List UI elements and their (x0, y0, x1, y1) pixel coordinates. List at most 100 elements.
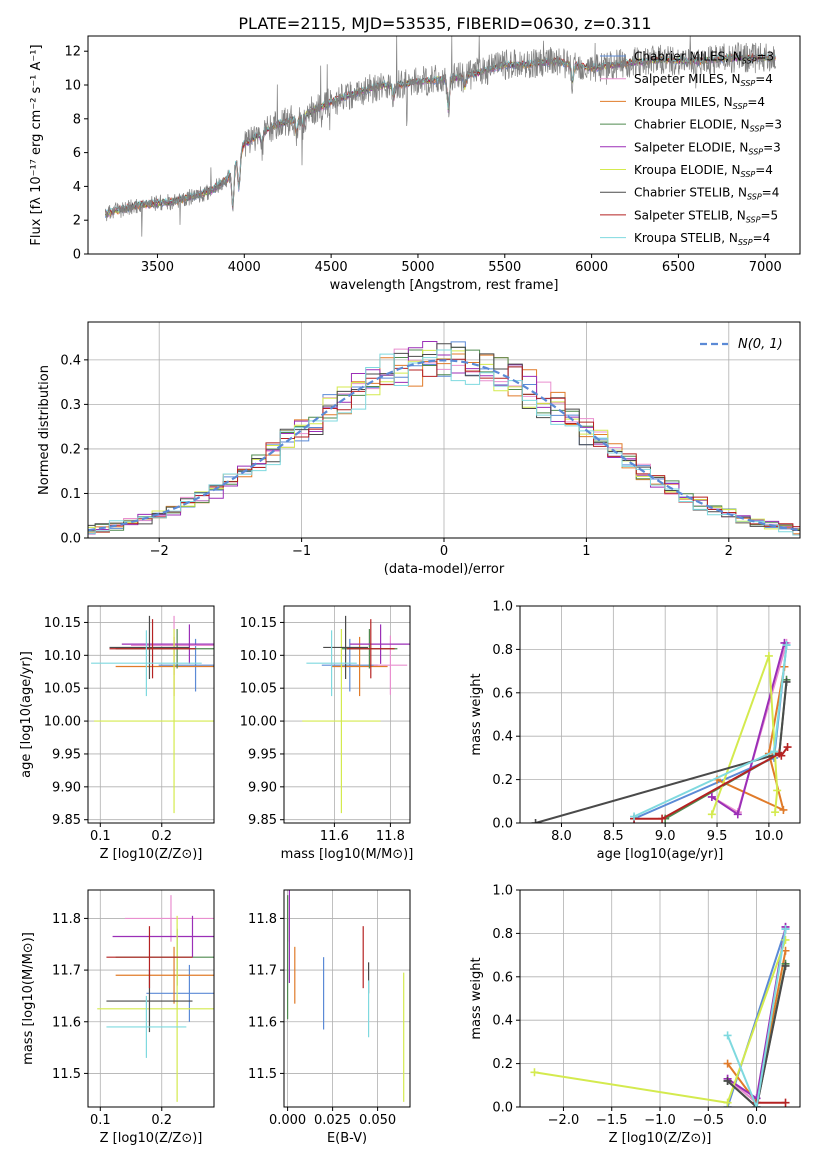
axes-frame (283, 605, 411, 824)
weight-marker-salpeter-stelib (658, 814, 667, 823)
mass-vs-metallicity-panel: 0.1 0.2 11.5 11.6 11.7 11.8 Z [log10(Z/Z⊙)] mas… (21, 889, 215, 1146)
legend-subscript: SSP (748, 147, 763, 156)
y-tick-label: 0.0 (492, 1101, 513, 1116)
age-vs-mass-panel: 11.6 11.8 9.85 9.90 9.95 10.00 10.05 10.10 10.15… (240, 605, 413, 862)
x-tick-label: −1 (292, 544, 311, 559)
x-tick-label: 11.6 (320, 829, 349, 844)
y-tick-label: 0.2 (492, 773, 513, 788)
y-axis-label: Flux [fλ 10⁻¹⁷ erg cm⁻² s⁻¹ A⁻¹] (29, 44, 44, 245)
plot-area (531, 638, 792, 823)
weight-marker-kroupa-stelib (770, 747, 779, 756)
legend-count: =3 (764, 118, 782, 132)
weight-marker-kroupa-elodie (773, 786, 782, 795)
legend-subscript: SSP (742, 57, 757, 66)
weight-marker-kroupa-stelib (781, 925, 790, 934)
y-tick-label: 0.4 (492, 730, 513, 745)
y-tick-label: 4 (73, 180, 81, 195)
y-tick-label: 10.15 (240, 616, 277, 631)
x-tick-label: −2.0 (548, 1113, 580, 1128)
weight-marker-kroupa-stelib (723, 1031, 732, 1040)
legend-text: Salpeter MILES, N (634, 72, 741, 86)
legend-text: Salpeter ELODIE, N (634, 140, 748, 154)
legend-label-chabrier-elodie: Chabrier ELODIE, NSSP=3 (634, 118, 782, 134)
weight-marker-salpeter-stelib (781, 1098, 790, 1107)
weight-marker-chabrier-stelib (782, 677, 791, 686)
legend-count: =3 (763, 140, 781, 154)
weight-marker-chabrier-stelib (781, 961, 790, 970)
x-tick-label: 5000 (401, 260, 434, 275)
plot-area (91, 615, 214, 814)
y-tick-label: 10.10 (240, 649, 277, 664)
x-tick-label: 11.8 (376, 829, 405, 844)
legend-label-normal: N(0, 1) (738, 337, 783, 352)
weight-marker-kroupa-stelib (782, 641, 791, 650)
y-tick-label: 9.95 (52, 747, 81, 762)
legend-label-kroupa-elodie: Kroupa ELODIE, NSSP=4 (634, 163, 773, 179)
y-axis-label: Normed distribution (37, 365, 52, 495)
x-tick-label: 0.0 (746, 1113, 767, 1128)
weight-marker-kroupa-elodie (707, 810, 716, 819)
y-tick-label: 0.6 (492, 686, 513, 701)
axes-frame (87, 605, 215, 824)
legend-text: Chabrier ELODIE, N (634, 118, 750, 132)
x-tick-label: 0.000 (269, 1113, 306, 1128)
x-tick-label: 0.1 (90, 1113, 111, 1128)
y-tick-label: 11.7 (248, 964, 277, 979)
y-tick-label: 10.05 (44, 682, 81, 697)
x-axis-label: Z [log10(Z/Z⊙)] (100, 1131, 203, 1146)
weight-marker-kroupa-elodie (771, 808, 780, 817)
y-tick-label: 10 (64, 79, 81, 94)
y-tick-label: 6 (73, 146, 81, 161)
plot-area (302, 615, 410, 814)
x-tick-label: 1 (582, 544, 590, 559)
weight-marker-kroupa-stelib (752, 1103, 761, 1107)
x-tick-label: 9.5 (707, 829, 728, 844)
weight-line-kroupa-stelib (726, 928, 787, 1107)
y-tick-label: 10.00 (240, 715, 277, 730)
legend-subscript: SSP (738, 238, 753, 247)
legend-label-chabrier-stelib: Chabrier STELIB, NSSP=4 (634, 186, 779, 202)
x-tick-label: 8.0 (551, 829, 572, 844)
weight-line-kroupa-elodie (710, 655, 779, 815)
legend-subscript: SSP (747, 193, 762, 202)
y-tick-label: 10.05 (240, 682, 277, 697)
legend-count: =4 (747, 95, 765, 109)
normal-curve (88, 359, 800, 532)
weight-marker-salpeter-stelib (777, 751, 786, 760)
x-tick-label: −0.5 (692, 1113, 724, 1128)
weight-marker-kroupa-elodie (764, 651, 773, 660)
plot-area (530, 922, 790, 1107)
legend-text: Chabrier MILES, N (634, 50, 742, 64)
legend-subscript: SSP (733, 102, 748, 111)
weight-vs-metallicity-panel: −2.0 −1.5 −1.0 −0.5 0.0 0.0 0.2 0.4 0.6 0.8 1.0 Z [… (469, 884, 801, 1146)
weight-marker-salpeter-stelib (783, 743, 792, 752)
axes-frame (519, 605, 801, 824)
axes-frame (283, 889, 411, 1108)
x-tick-label: −1.0 (644, 1113, 676, 1128)
x-tick-label: 7000 (749, 260, 782, 275)
plot-area (88, 341, 800, 536)
legend-text: Chabrier STELIB, N (634, 186, 747, 200)
x-tick-label: 3500 (141, 260, 174, 275)
x-tick-label: −1.5 (596, 1113, 628, 1128)
legend-text: Salpeter STELIB, N (634, 208, 746, 222)
y-tick-label: 9.85 (52, 813, 81, 828)
weight-marker-salpeter-elodie (733, 810, 742, 819)
legend-subscript: SSP (750, 125, 765, 134)
x-tick-label: 8.5 (603, 829, 624, 844)
weight-marker-chabrier-stelib (723, 1076, 732, 1085)
x-tick-label: 0 (440, 544, 448, 559)
x-tick-label: 5500 (488, 260, 521, 275)
y-tick-label: 11.7 (52, 964, 81, 979)
y-axis-label: age [log10(age/yr)] (19, 651, 34, 778)
weight-marker-salpeter-elodie (707, 792, 716, 801)
x-axis-label: wavelength [Angstrom, rest frame] (330, 278, 559, 293)
y-tick-label: 8 (73, 112, 81, 127)
y-tick-label: 0.2 (492, 1057, 513, 1072)
legend-count: =4 (755, 163, 773, 177)
legend-count: =5 (760, 208, 778, 222)
legend-label-salpeter-miles: Salpeter MILES, NSSP=4 (634, 72, 773, 88)
x-axis-label: Z [log10(Z/Z⊙)] (100, 847, 203, 862)
y-tick-label: 9.90 (52, 780, 81, 795)
x-axis-label: Z [log10(Z/Z⊙)] (609, 1131, 712, 1146)
